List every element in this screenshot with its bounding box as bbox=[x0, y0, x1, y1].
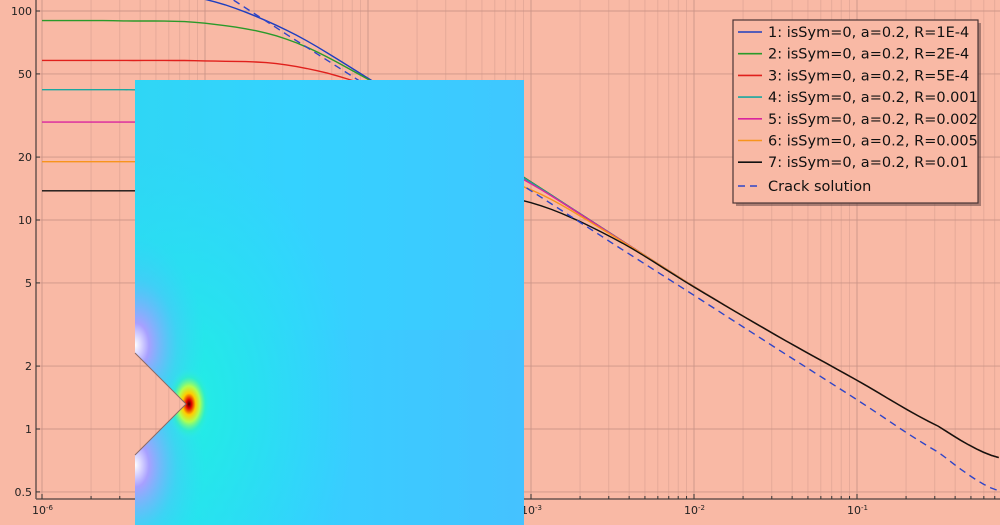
y-tick-label: 100 bbox=[11, 5, 32, 18]
x-tick-exponent: -3 bbox=[535, 504, 542, 512]
x-tick-exponent: -6 bbox=[46, 504, 54, 512]
y-tick-label: 10 bbox=[18, 214, 32, 227]
x-tick-label: 10-2 bbox=[684, 504, 705, 517]
legend-label-5: 5: isSym=0, a=0.2, R=0.002 bbox=[768, 112, 978, 128]
legend-label-2: 2: isSym=0, a=0.2, R=2E-4 bbox=[768, 47, 969, 63]
y-tick-label: 0.5 bbox=[15, 486, 33, 499]
y-tick-label: 5 bbox=[25, 277, 32, 290]
legend-label-8: Crack solution bbox=[768, 179, 871, 195]
y-tick-label: 2 bbox=[25, 360, 32, 373]
y-tick-label: 20 bbox=[18, 151, 32, 164]
legend-label-6: 6: isSym=0, a=0.2, R=0.005 bbox=[768, 134, 978, 150]
x-tick-base: 10 bbox=[32, 504, 46, 517]
legend-label-4: 4: isSym=0, a=0.2, R=0.001 bbox=[768, 90, 978, 106]
x-tick-label: 10-1 bbox=[847, 504, 868, 517]
x-tick-base: 10 bbox=[684, 504, 698, 517]
inset-stress-field-image bbox=[134, 80, 524, 525]
y-tick-label: 1 bbox=[25, 423, 32, 436]
x-tick-exponent: -2 bbox=[698, 504, 705, 512]
x-tick-label: 10-3 bbox=[521, 504, 542, 517]
legend: 1: isSym=0, a=0.2, R=1E-4 2: isSym=0, a=0… bbox=[732, 19, 981, 206]
legend-label-1: 1: isSym=0, a=0.2, R=1E-4 bbox=[768, 25, 969, 41]
y-tick-label: 50 bbox=[18, 68, 32, 81]
series-line-8 bbox=[232, 0, 999, 492]
legend-label-3: 3: isSym=0, a=0.2, R=5E-4 bbox=[768, 68, 969, 84]
legend-label-7: 7: isSym=0, a=0.2, R=0.01 bbox=[768, 155, 969, 171]
x-tick-base: 10 bbox=[847, 504, 861, 517]
x-tick-exponent: -1 bbox=[861, 504, 868, 512]
x-tick-label: 10-6 bbox=[32, 504, 54, 517]
x-tick-base: 10 bbox=[521, 504, 535, 517]
